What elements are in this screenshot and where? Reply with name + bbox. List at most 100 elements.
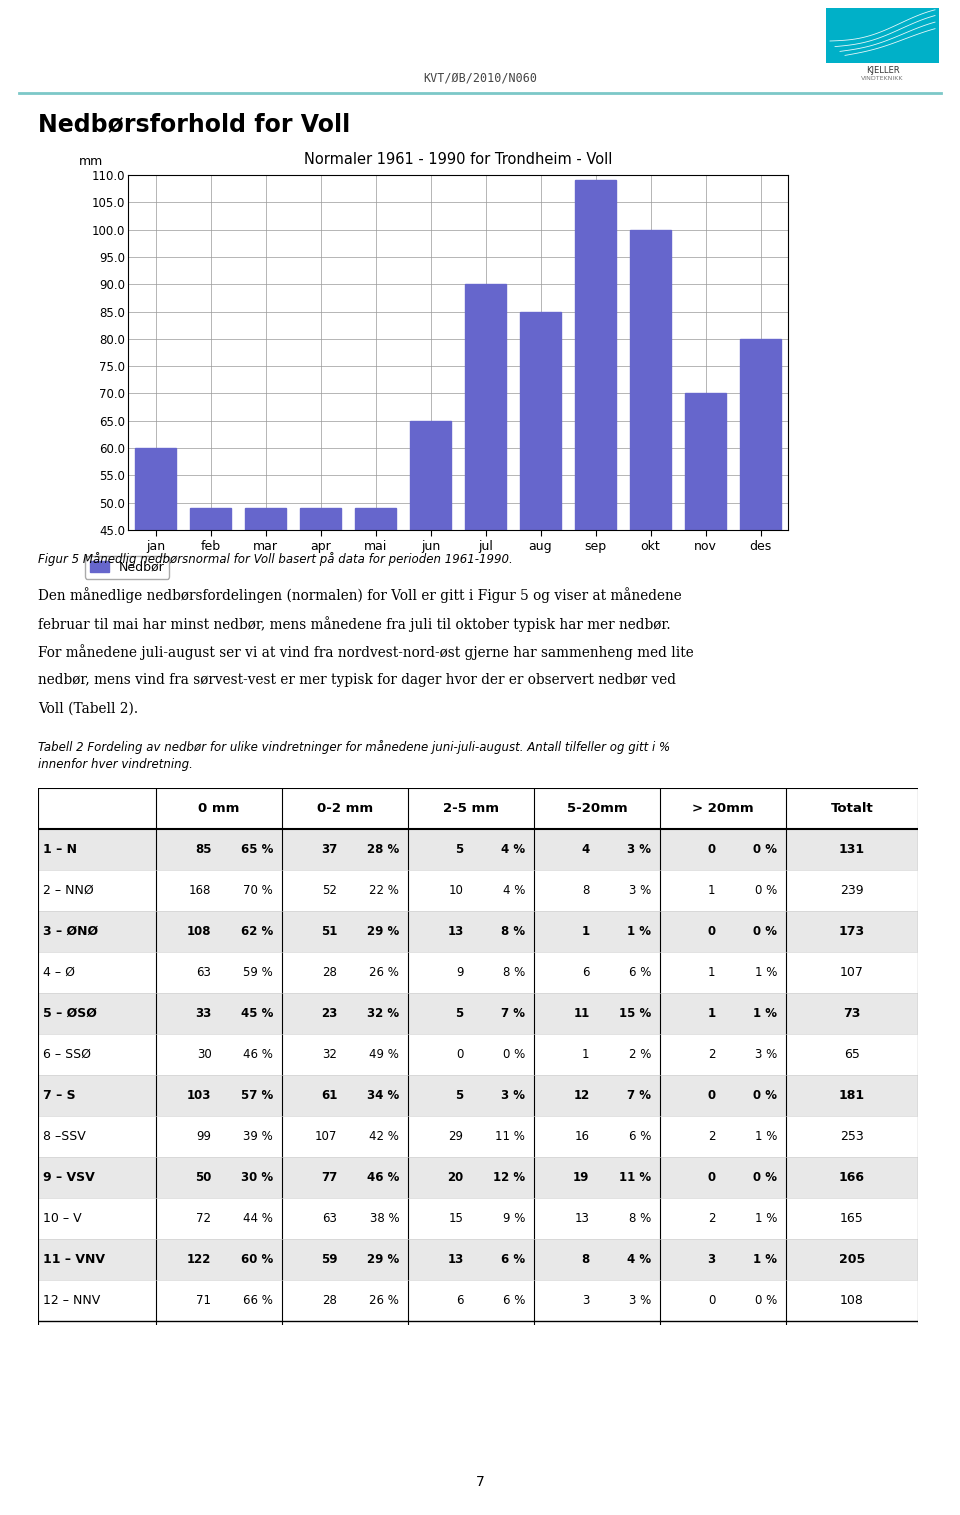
Text: 12 – NNV: 12 – NNV	[43, 1294, 100, 1307]
Text: 1 %: 1 %	[627, 926, 651, 938]
Text: 3 %: 3 %	[629, 883, 651, 897]
Text: 239: 239	[840, 883, 864, 897]
Bar	[38, 1239, 918, 1280]
Text: 4 – Ø: 4 – Ø	[43, 967, 75, 979]
Bar	[38, 1157, 918, 1198]
Bar	[38, 992, 918, 1035]
Text: 205: 205	[839, 1253, 865, 1267]
Bar	[38, 951, 918, 992]
Text: 51: 51	[321, 926, 337, 938]
Text: nedbør, mens vind fra sørvest-vest er mer typisk for dager hvor der er observert: nedbør, mens vind fra sørvest-vest er me…	[38, 673, 676, 686]
Text: 2 – NNØ: 2 – NNØ	[43, 883, 94, 897]
Text: 0 mm: 0 mm	[199, 801, 240, 815]
Text: Den månedlige nedbørsfordelingen (normalen) for Voll er gitt i Figur 5 og viser : Den månedlige nedbørsfordelingen (normal…	[38, 588, 682, 603]
Text: 5: 5	[455, 1089, 464, 1101]
Bar	[38, 870, 918, 911]
Text: 61: 61	[321, 1089, 337, 1101]
Text: 29 %: 29 %	[367, 926, 399, 938]
Text: 173: 173	[839, 926, 865, 938]
Text: 7: 7	[475, 1476, 485, 1489]
Text: KJELLER: KJELLER	[866, 67, 900, 76]
Text: 77: 77	[322, 1171, 337, 1185]
Bar	[38, 1117, 918, 1157]
Text: 26 %: 26 %	[370, 1294, 399, 1307]
Text: 9 %: 9 %	[503, 1212, 525, 1226]
Text: 3 – ØNØ: 3 – ØNØ	[43, 926, 98, 938]
Bar	[38, 911, 918, 951]
Text: 11 – VNV: 11 – VNV	[43, 1253, 105, 1267]
Text: 0 %: 0 %	[503, 1048, 525, 1060]
Text: 38 %: 38 %	[370, 1212, 399, 1226]
Text: 6 %: 6 %	[501, 1253, 525, 1267]
Text: 11 %: 11 %	[495, 1130, 525, 1142]
Text: 26 %: 26 %	[370, 967, 399, 979]
Bar	[740, 339, 781, 776]
Text: 15 %: 15 %	[619, 1007, 651, 1020]
Text: 44 %: 44 %	[243, 1212, 274, 1226]
Text: 181: 181	[839, 1089, 865, 1101]
Text: 10: 10	[448, 883, 464, 897]
Bar	[38, 1076, 918, 1117]
Text: 2: 2	[708, 1130, 715, 1142]
Text: 9 – VSV: 9 – VSV	[43, 1171, 95, 1185]
Text: Nedbørsforhold for Voll: Nedbørsforhold for Voll	[38, 112, 350, 136]
Text: 122: 122	[187, 1253, 211, 1267]
Text: 0 %: 0 %	[754, 1089, 778, 1101]
Text: Totalt: Totalt	[830, 801, 874, 815]
Text: For månedene juli-august ser vi at vind fra nordvest-nord-øst gjerne har sammenh: For månedene juli-august ser vi at vind …	[38, 644, 694, 661]
Text: 1 %: 1 %	[755, 967, 778, 979]
Text: 22 %: 22 %	[370, 883, 399, 897]
Text: 62 %: 62 %	[241, 926, 274, 938]
Text: 168: 168	[189, 883, 211, 897]
Text: 0: 0	[708, 842, 715, 856]
Text: 16: 16	[574, 1130, 589, 1142]
Text: 1 %: 1 %	[755, 1130, 778, 1142]
Text: 13: 13	[447, 1253, 464, 1267]
Text: mm: mm	[79, 155, 103, 168]
Text: 66 %: 66 %	[243, 1294, 274, 1307]
Bar	[684, 394, 726, 776]
Text: 4 %: 4 %	[627, 1253, 651, 1267]
Text: 8 %: 8 %	[503, 967, 525, 979]
Bar	[245, 508, 286, 776]
Text: VINDTEKNIKK: VINDTEKNIKK	[861, 76, 903, 82]
Text: 8 %: 8 %	[629, 1212, 651, 1226]
Text: 8: 8	[582, 883, 589, 897]
Text: 12: 12	[573, 1089, 589, 1101]
Bar	[520, 312, 562, 776]
Bar	[355, 508, 396, 776]
Text: 8 –SSV: 8 –SSV	[43, 1130, 85, 1142]
Text: 9: 9	[456, 967, 464, 979]
Text: 1: 1	[582, 926, 589, 938]
Text: 1 %: 1 %	[754, 1253, 778, 1267]
Text: 2: 2	[708, 1212, 715, 1226]
Text: 8: 8	[581, 1253, 589, 1267]
Text: 3 %: 3 %	[501, 1089, 525, 1101]
Text: 20: 20	[447, 1171, 464, 1185]
Text: 19: 19	[573, 1171, 589, 1185]
Text: 99: 99	[197, 1130, 211, 1142]
Text: 2-5 mm: 2-5 mm	[443, 801, 499, 815]
Bar	[134, 448, 176, 776]
Text: > 20mm: > 20mm	[692, 801, 754, 815]
Bar	[465, 285, 506, 776]
Text: 29 %: 29 %	[367, 1253, 399, 1267]
Text: innenfor hver vindretning.: innenfor hver vindretning.	[38, 758, 193, 771]
Text: 1: 1	[708, 1007, 715, 1020]
Text: 108: 108	[187, 926, 211, 938]
Text: 28: 28	[323, 967, 337, 979]
Text: 6: 6	[582, 967, 589, 979]
Bar	[630, 230, 671, 776]
Text: 0: 0	[456, 1048, 464, 1060]
Text: 13: 13	[575, 1212, 589, 1226]
Text: 1: 1	[708, 967, 715, 979]
Text: 4: 4	[581, 842, 589, 856]
Text: 32: 32	[323, 1048, 337, 1060]
Text: 46 %: 46 %	[367, 1171, 399, 1185]
Text: 103: 103	[187, 1089, 211, 1101]
Text: 39 %: 39 %	[244, 1130, 274, 1142]
Bar	[190, 508, 231, 776]
Text: 5: 5	[455, 1007, 464, 1020]
Text: 3 %: 3 %	[629, 1294, 651, 1307]
Text: 0 %: 0 %	[754, 926, 778, 938]
